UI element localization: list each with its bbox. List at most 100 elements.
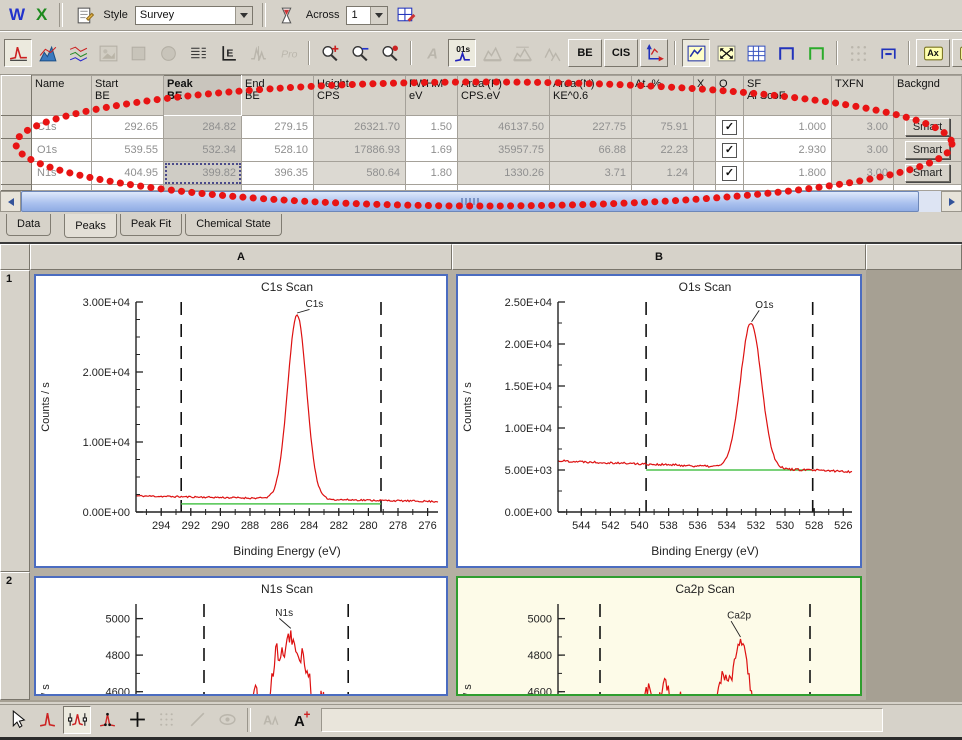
cell-start_be[interactable]: 404.95 [92,162,164,185]
cell-q[interactable]: ✓ [716,116,744,139]
cell-backgnd[interactable]: Smart [894,139,962,162]
add-col-button[interactable] [802,39,830,67]
cell-height[interactable]: 26321.70 [314,116,406,139]
cell-area_n[interactable]: 3.71 [550,162,632,185]
cell-at_pct[interactable]: 22.23 [632,139,694,162]
pointer-tool-button[interactable] [3,706,31,734]
cell-at_pct[interactable]: 75.91 [632,116,694,139]
quantify-checkbox[interactable]: ✓ [722,143,737,158]
chart-properties-button[interactable]: Ch [952,39,962,67]
cell-at_pct[interactable]: 1.24 [632,162,694,185]
cell-fwhm[interactable]: 1.50 [406,116,458,139]
cell-x[interactable] [694,116,716,139]
cell-name[interactable]: N1s [32,162,92,185]
cell-q[interactable]: ✓ [716,139,744,162]
grid-view-button[interactable] [742,39,770,67]
grid-row-header-2[interactable]: 2 [0,572,30,700]
scroll-right-button[interactable] [941,191,962,212]
cell-empty[interactable] [242,185,314,191]
chart-panel-ca2p-scan[interactable]: Ca2p ScanCounts / s460048005000Ca2p [456,576,862,696]
cell-name[interactable]: O1s [32,139,92,162]
cis-scale-button[interactable]: CIS [604,39,638,67]
cell-empty[interactable] [32,185,92,191]
cell-rowhdr[interactable] [2,116,32,139]
scrollbar-track[interactable] [919,191,941,212]
grid-column-header-B[interactable]: B [452,244,866,270]
cell-peak_be[interactable]: 284.82 [164,116,242,139]
background-type-button[interactable]: Smart [905,164,950,182]
cell-peak_be[interactable]: 532.34 [164,139,242,162]
cell-height[interactable]: 17886.93 [314,139,406,162]
cell-fwhm[interactable]: 1.80 [406,162,458,185]
axes-scale-button[interactable]: E [214,39,242,67]
column-header-x[interactable]: X [694,76,716,116]
peak-id-01s-button[interactable]: 01s [448,39,476,67]
cell-empty[interactable] [894,185,962,191]
column-header-area_n[interactable]: Area (N)KE^0.6 [550,76,632,116]
new-report-icon[interactable] [72,3,96,27]
scrollbar-thumb[interactable] [21,191,919,212]
cell-backgnd[interactable]: Smart [894,116,962,139]
cell-peak_be[interactable]: 399.82 [164,162,242,185]
cell-area_p[interactable]: 1330.26 [458,162,550,185]
add-annotation-button[interactable]: A+ [287,706,315,734]
horizontal-scrollbar[interactable] [0,191,962,212]
cell-end_be[interactable]: 279.15 [242,116,314,139]
crosshair-tool-button[interactable] [123,706,151,734]
cell-area_n[interactable]: 227.75 [550,116,632,139]
cell-area_p[interactable]: 46137.50 [458,116,550,139]
chevron-down-icon[interactable] [370,7,387,24]
tab-data[interactable]: Data [6,214,51,236]
cell-empty[interactable] [744,185,832,191]
background-type-button[interactable]: Smart [905,118,950,136]
style-select[interactable]: Survey [135,6,253,25]
chart-panel-c1s-scan[interactable]: C1s ScanCounts / s0.00E+001.00E+042.00E+… [34,274,448,568]
column-header-area_p[interactable]: Area (P)CPS.eV [458,76,550,116]
chart-panel-n1s-scan[interactable]: N1s ScanCounts / s460048005000N1s [34,576,448,696]
cell-empty[interactable] [92,185,164,191]
column-header-fwhm[interactable]: FWHMeV [406,76,458,116]
cell-empty[interactable] [632,185,694,191]
cell-x[interactable] [694,139,716,162]
column-header-q[interactable]: Q [716,76,744,116]
cell-start_be[interactable]: 292.65 [92,116,164,139]
tab-chemical-state[interactable]: Chemical State [185,214,282,236]
be-scale-button[interactable]: BE [568,39,602,67]
cell-end_be[interactable]: 396.35 [242,162,314,185]
expand-view-button[interactable] [712,39,740,67]
zoom-out-button[interactable] [346,39,374,67]
peak-tool-button[interactable] [33,706,61,734]
across-select[interactable]: 1 [346,6,388,25]
quantify-checkbox[interactable]: ✓ [722,120,737,135]
zoom-in-button[interactable] [316,39,344,67]
add-row-button[interactable] [772,39,800,67]
chart-panel-o1s-scan[interactable]: O1s ScanCounts / s0.00E+005.00E+031.00E+… [456,274,862,568]
peak-points-tool-button[interactable] [93,706,121,734]
grid-row-header-1[interactable]: 1 [0,270,30,572]
chart-window-button[interactable] [682,39,710,67]
cell-q[interactable]: ✓ [716,162,744,185]
cell-empty[interactable] [2,185,32,191]
cell-backgnd[interactable]: Smart [894,162,962,185]
column-header-name[interactable]: Name [32,76,92,116]
cell-rowhdr[interactable] [2,139,32,162]
column-header-peak_be[interactable]: PeakBE [164,76,242,116]
zoom-reset-button[interactable] [376,39,404,67]
quantify-checkbox[interactable]: ✓ [722,166,737,181]
cell-end_be[interactable]: 528.10 [242,139,314,162]
cell-fwhm[interactable]: 1.69 [406,139,458,162]
cell-txfn[interactable]: 3.00 [832,139,894,162]
filled-spectrum-button[interactable] [34,39,62,67]
cell-empty[interactable] [406,185,458,191]
column-header-start_be[interactable]: StartBE [92,76,164,116]
cell-area_n[interactable]: 66.88 [550,139,632,162]
cell-area_p[interactable]: 35957.75 [458,139,550,162]
grid-corner-cell[interactable] [0,244,30,270]
cell-height[interactable]: 580.64 [314,162,406,185]
annotation-input[interactable] [321,708,883,732]
cell-empty[interactable] [164,185,242,191]
spectrum-chart-button[interactable] [4,39,32,67]
column-header-sf[interactable]: SFAl ScoF [744,76,832,116]
cell-empty[interactable] [314,185,406,191]
cell-empty[interactable] [550,185,632,191]
